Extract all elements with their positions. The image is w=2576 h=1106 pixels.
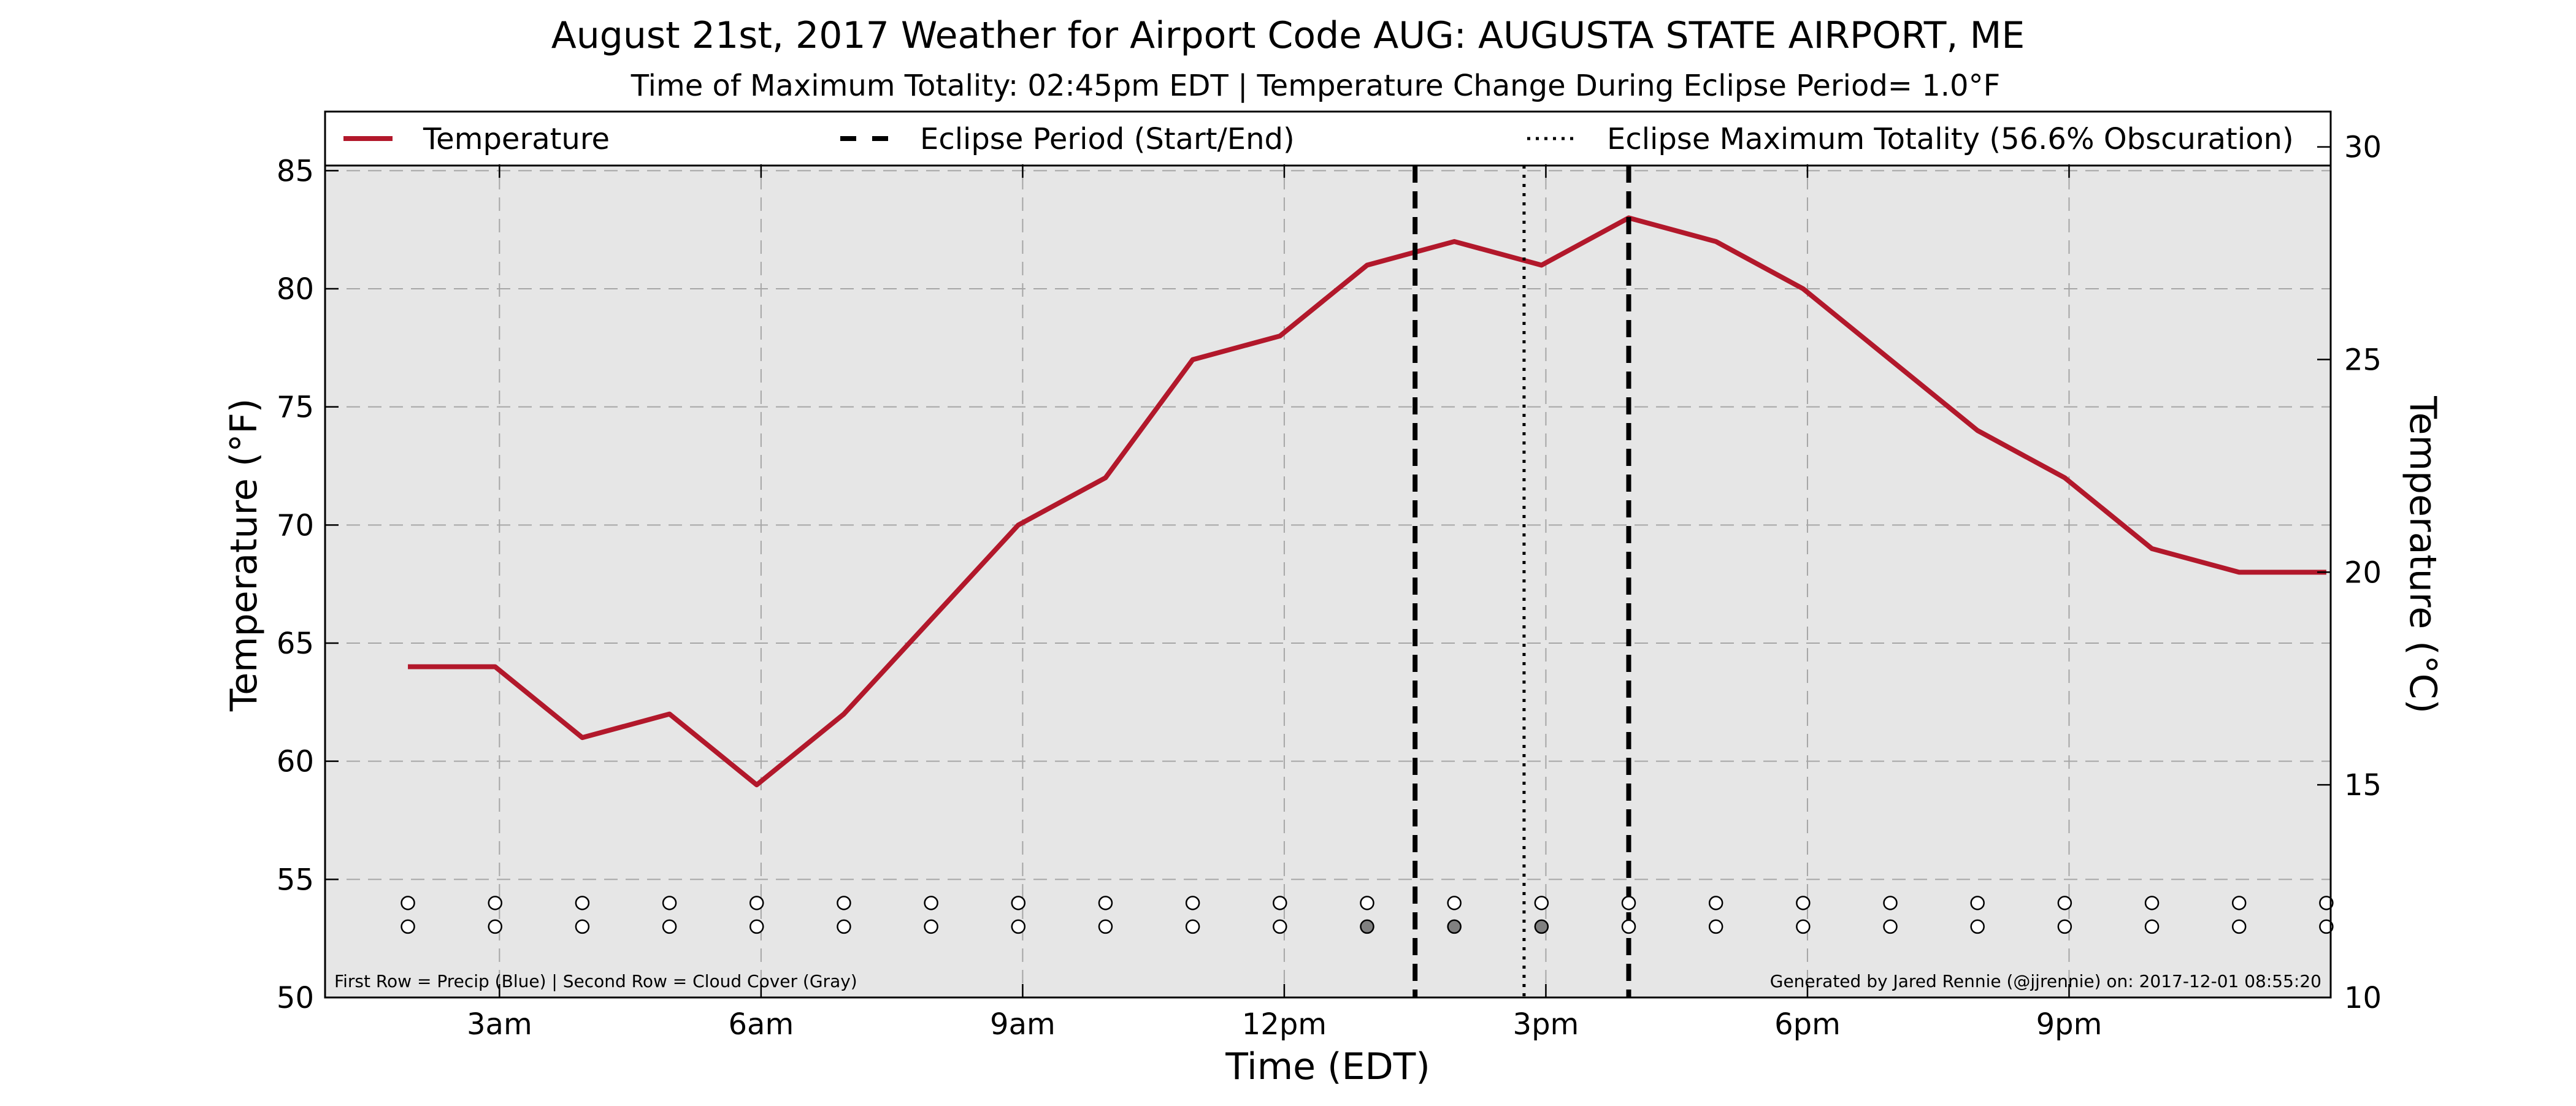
- grid-lines: [325, 112, 2331, 998]
- precip-marker: [837, 896, 851, 910]
- precip-marker: [2057, 896, 2072, 910]
- precip-marker: [401, 896, 415, 910]
- cloud-marker: [488, 919, 502, 934]
- x-tick-label: 9pm: [2036, 1007, 2103, 1042]
- precip-marker: [1883, 896, 1898, 910]
- legend-box: [324, 110, 2332, 167]
- x-axis-label: Time (EDT): [1225, 1045, 1430, 1088]
- cloud-marker: [924, 919, 938, 934]
- cloud-marker: [2231, 919, 2247, 934]
- chart-title: August 21st, 2017 Weather for Airport Co…: [551, 14, 2025, 57]
- y-tick-label-right: 10: [2344, 981, 2382, 1015]
- legend: Temperature Eclipse Period (Start/End) Ecl…: [324, 110, 2332, 167]
- cloud-marker: [575, 919, 590, 934]
- cloud-marker: [1273, 919, 1287, 934]
- y-tick-label-left: 80: [277, 272, 314, 307]
- x-tick-label: 3pm: [1513, 1007, 1579, 1042]
- cloud-marker: [1970, 919, 1985, 934]
- y-tick-label-left: 55: [277, 863, 314, 897]
- precip-marker: [2144, 896, 2160, 910]
- cloud-marker: [1098, 919, 1113, 934]
- precip-marker: [924, 896, 938, 910]
- plot-background: [325, 112, 2331, 997]
- cloud-marker: [837, 919, 851, 934]
- cloud-marker: [1796, 919, 1811, 934]
- x-tick-label: 6am: [729, 1007, 794, 1042]
- cloud-marker: [1185, 919, 1200, 934]
- y-tick-label-left: 85: [277, 154, 314, 188]
- y-axis-label-left: Temperature (°F): [223, 399, 266, 712]
- axes: 50 55 60 65 70 75 80 85 3am 6am 9am 12pm 3pm 6pm 9pm 10…: [277, 131, 2382, 1042]
- precip-marker: [575, 896, 590, 910]
- cloud-marker: [749, 919, 764, 934]
- y-tick-label-left: 65: [277, 627, 314, 661]
- cloud-marker: [1621, 919, 1636, 934]
- precip-marker: [749, 896, 764, 910]
- precip-marker: [1185, 896, 1200, 910]
- series-layer: [408, 215, 2326, 788]
- cloud-marker: [401, 919, 415, 934]
- marker-rows: [401, 896, 2334, 934]
- chart-subtitle: Time of Maximum Totality: 02:45pm EDT | …: [631, 69, 2000, 103]
- precip-marker: [1098, 896, 1113, 910]
- precip-marker: [1273, 896, 1287, 910]
- x-tick-label: 6pm: [1774, 1007, 1841, 1042]
- y-tick-label-right: 15: [2344, 768, 2382, 803]
- temperature-line: [408, 215, 2326, 788]
- precip-marker: [1447, 896, 1462, 910]
- precip-marker: [1534, 896, 1549, 910]
- precip-marker: [1796, 896, 1811, 910]
- cloud-marker: [1883, 919, 1898, 934]
- precip-marker: [488, 896, 502, 910]
- precip-marker: [2231, 896, 2247, 910]
- y-tick-label-left: 75: [277, 391, 314, 425]
- cloud-marker: [1708, 919, 1723, 934]
- precip-marker: [662, 896, 677, 910]
- x-tick-label: 3am: [467, 1007, 532, 1042]
- cloud-marker: [2319, 919, 2334, 934]
- cloud-marker: [2144, 919, 2160, 934]
- cloud-marker: [1011, 919, 1026, 934]
- y-tick-label-left: 50: [277, 981, 314, 1015]
- cloud-marker: [1360, 919, 1374, 934]
- footnote-right: Generated by Jared Rennie (@jjrennie) on…: [1770, 971, 2321, 991]
- y-tick-label-right: 25: [2344, 343, 2382, 377]
- cloud-marker: [1534, 919, 1549, 934]
- legend-label-1: Eclipse Period (Start/End): [920, 122, 1295, 156]
- footnote-left: First Row = Precip (Blue) | Second Row =…: [334, 971, 857, 991]
- legend-label-2: Eclipse Maximum Totality (56.6% Obscurat…: [1607, 122, 2294, 156]
- y-tick-label-right: 30: [2344, 131, 2382, 165]
- precip-marker: [1360, 896, 1374, 910]
- y-tick-label-left: 70: [277, 508, 314, 543]
- precip-marker: [1970, 896, 1985, 910]
- y-tick-label-left: 60: [277, 745, 314, 779]
- eclipse-lines: [1413, 166, 1631, 997]
- x-tick-label: 12pm: [1242, 1007, 1327, 1042]
- x-tick-label: 9am: [990, 1007, 1056, 1042]
- precip-marker: [1708, 896, 1723, 910]
- y-tick-label-right: 20: [2344, 555, 2382, 590]
- precip-marker: [1011, 896, 1026, 910]
- precip-marker: [2319, 896, 2334, 910]
- legend-label-0: Temperature: [423, 122, 610, 156]
- cloud-marker: [1447, 919, 1462, 934]
- precip-marker: [1621, 896, 1636, 910]
- cloud-marker: [662, 919, 677, 934]
- y-axis-label-right: Temperature (°C): [2401, 395, 2444, 714]
- cloud-marker: [2057, 919, 2072, 934]
